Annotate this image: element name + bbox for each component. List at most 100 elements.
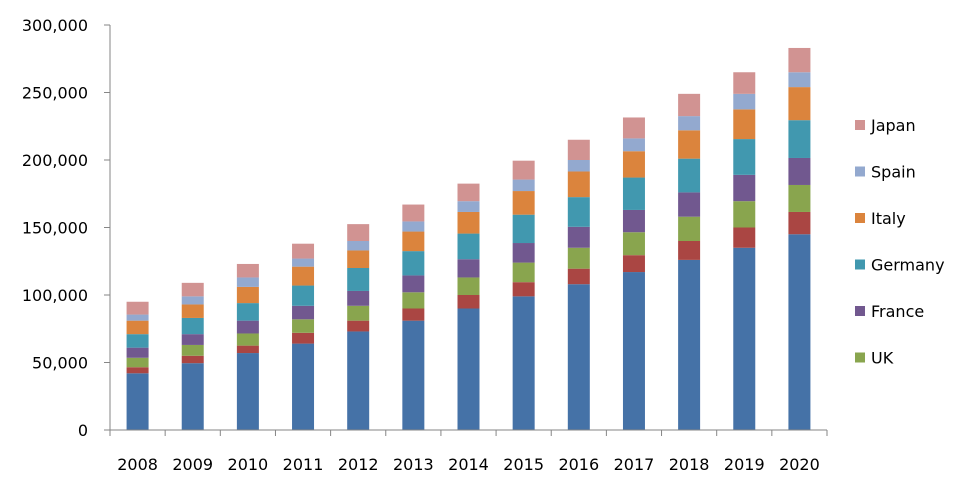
- bar-segment-japan-2020: [788, 47, 811, 73]
- x-tick-label: 2011: [283, 455, 324, 474]
- bar-segment-germany-2013: [402, 251, 425, 276]
- bar-segment-uk-2011: [292, 319, 315, 333]
- bar-segment-uk-2010: [236, 333, 259, 346]
- bar-segment-france-2010: [236, 320, 259, 334]
- x-tick-label: 2009: [172, 455, 213, 474]
- bar-segment-japan-2018: [678, 93, 701, 117]
- y-tick-label: 250,000: [22, 84, 88, 103]
- x-tick-label: 2020: [779, 455, 820, 474]
- bar-segment-spain-2013: [402, 221, 425, 232]
- y-tick-label: 150,000: [22, 219, 88, 238]
- bar-segment-series-1-2014: [457, 295, 480, 309]
- bar-segment-uk-2019: [733, 201, 756, 228]
- bar-segment-japan-2010: [236, 263, 259, 278]
- legend-swatch-spain: [855, 166, 865, 177]
- bar-segment-spain-2018: [678, 116, 701, 131]
- x-tick-label: 2012: [338, 455, 379, 474]
- bar-segment-uk-2015: [512, 262, 535, 283]
- bar-segment-series-1-2010: [236, 345, 259, 354]
- bar-segment-series-0-2015: [512, 296, 535, 430]
- bar-segment-uk-2016: [567, 247, 590, 269]
- x-tick-label: 2013: [393, 455, 434, 474]
- bar-segment-series-1-2011: [292, 332, 315, 344]
- bar-segment-france-2015: [512, 243, 535, 263]
- bar-segment-japan-2008: [126, 301, 149, 315]
- bar-segment-series-1-2019: [733, 227, 756, 248]
- bar-segment-germany-2016: [567, 197, 590, 227]
- y-tick-label: 300,000: [22, 16, 88, 35]
- legend-label-germany: Germany: [871, 256, 945, 275]
- bar-segment-uk-2017: [622, 232, 645, 256]
- axes-group: 2008 2009 2010 2011 2012 2013 2014 2015 2016 2017…: [22, 16, 828, 474]
- bar-segment-series-1-2008: [126, 367, 149, 374]
- bar-segment-germany-2008: [126, 334, 149, 348]
- bar-segment-spain-2019: [733, 93, 756, 110]
- bar-segment-france-2011: [292, 305, 315, 320]
- bar-segment-japan-2013: [402, 204, 425, 222]
- bar-segment-germany-2018: [678, 158, 701, 193]
- bar-segment-japan-2011: [292, 243, 315, 259]
- bar-segment-spain-2009: [181, 296, 204, 305]
- bar-segment-series-1-2017: [622, 255, 645, 273]
- bar-segment-series-0-2008: [126, 373, 149, 430]
- y-tick-label: 100,000: [22, 286, 88, 305]
- bar-segment-series-0-2017: [622, 272, 645, 430]
- x-tick-label: 2017: [614, 455, 655, 474]
- bar-segment-germany-2009: [181, 317, 204, 335]
- bar-segment-japan-2016: [567, 139, 590, 160]
- bar-segment-germany-2017: [622, 177, 645, 210]
- bar-segment-series-0-2018: [678, 259, 701, 430]
- x-tick-label: 2019: [724, 455, 765, 474]
- bar-segment-france-2017: [622, 209, 645, 233]
- bar-segment-germany-2014: [457, 233, 480, 260]
- y-tick-label: 50,000: [32, 354, 88, 373]
- bar-segment-italy-2018: [678, 130, 701, 159]
- legend-label-japan: Japan: [870, 116, 916, 135]
- bar-segment-series-1-2015: [512, 282, 535, 297]
- bar-segment-france-2009: [181, 334, 204, 345]
- bar-segment-series-0-2016: [567, 284, 590, 430]
- legend-label-spain: Spain: [871, 163, 916, 182]
- bar-segment-japan-2014: [457, 183, 480, 202]
- bar-segment-uk-2009: [181, 344, 204, 356]
- bar-segment-france-2020: [788, 157, 811, 185]
- legend: Japan Spain Italy Germany France UK: [855, 116, 945, 368]
- x-tick-label: 2010: [228, 455, 269, 474]
- bars-group: [126, 47, 811, 430]
- bar-segment-uk-2012: [347, 305, 370, 321]
- bar-segment-spain-2015: [512, 179, 535, 192]
- bar-segment-series-1-2016: [567, 268, 590, 285]
- bar-segment-series-1-2013: [402, 308, 425, 321]
- bar-segment-italy-2010: [236, 286, 259, 304]
- bar-segment-spain-2016: [567, 160, 590, 172]
- legend-swatch-italy: [855, 213, 865, 223]
- bar-segment-france-2019: [733, 174, 756, 202]
- bar-segment-series-1-2012: [347, 320, 370, 332]
- bar-segment-series-0-2014: [457, 308, 480, 430]
- x-tick-label: 2008: [117, 455, 158, 474]
- bar-segment-series-0-2011: [292, 343, 315, 430]
- bar-segment-italy-2014: [457, 211, 480, 234]
- bar-segment-series-0-2020: [788, 234, 811, 430]
- bar-segment-series-0-2013: [402, 320, 425, 430]
- legend-swatch-germany: [855, 259, 865, 270]
- bar-segment-spain-2008: [126, 314, 149, 321]
- bar-segment-italy-2020: [788, 87, 811, 121]
- bar-segment-japan-2019: [733, 72, 756, 94]
- bar-segment-japan-2017: [622, 117, 645, 139]
- bar-segment-italy-2011: [292, 266, 315, 286]
- bar-segment-series-0-2012: [347, 331, 370, 430]
- bar-segment-spain-2017: [622, 138, 645, 152]
- legend-label-uk: UK: [871, 349, 894, 368]
- bar-segment-spain-2012: [347, 241, 370, 251]
- legend-label-france: France: [871, 302, 924, 321]
- bar-segment-uk-2008: [126, 357, 149, 368]
- bar-segment-uk-2013: [402, 292, 425, 309]
- x-tick-label: 2016: [558, 455, 599, 474]
- bar-segment-uk-2018: [678, 216, 701, 241]
- y-tick-label: 0: [78, 421, 88, 440]
- x-tick-label: 2015: [503, 455, 544, 474]
- bar-segment-italy-2008: [126, 320, 149, 335]
